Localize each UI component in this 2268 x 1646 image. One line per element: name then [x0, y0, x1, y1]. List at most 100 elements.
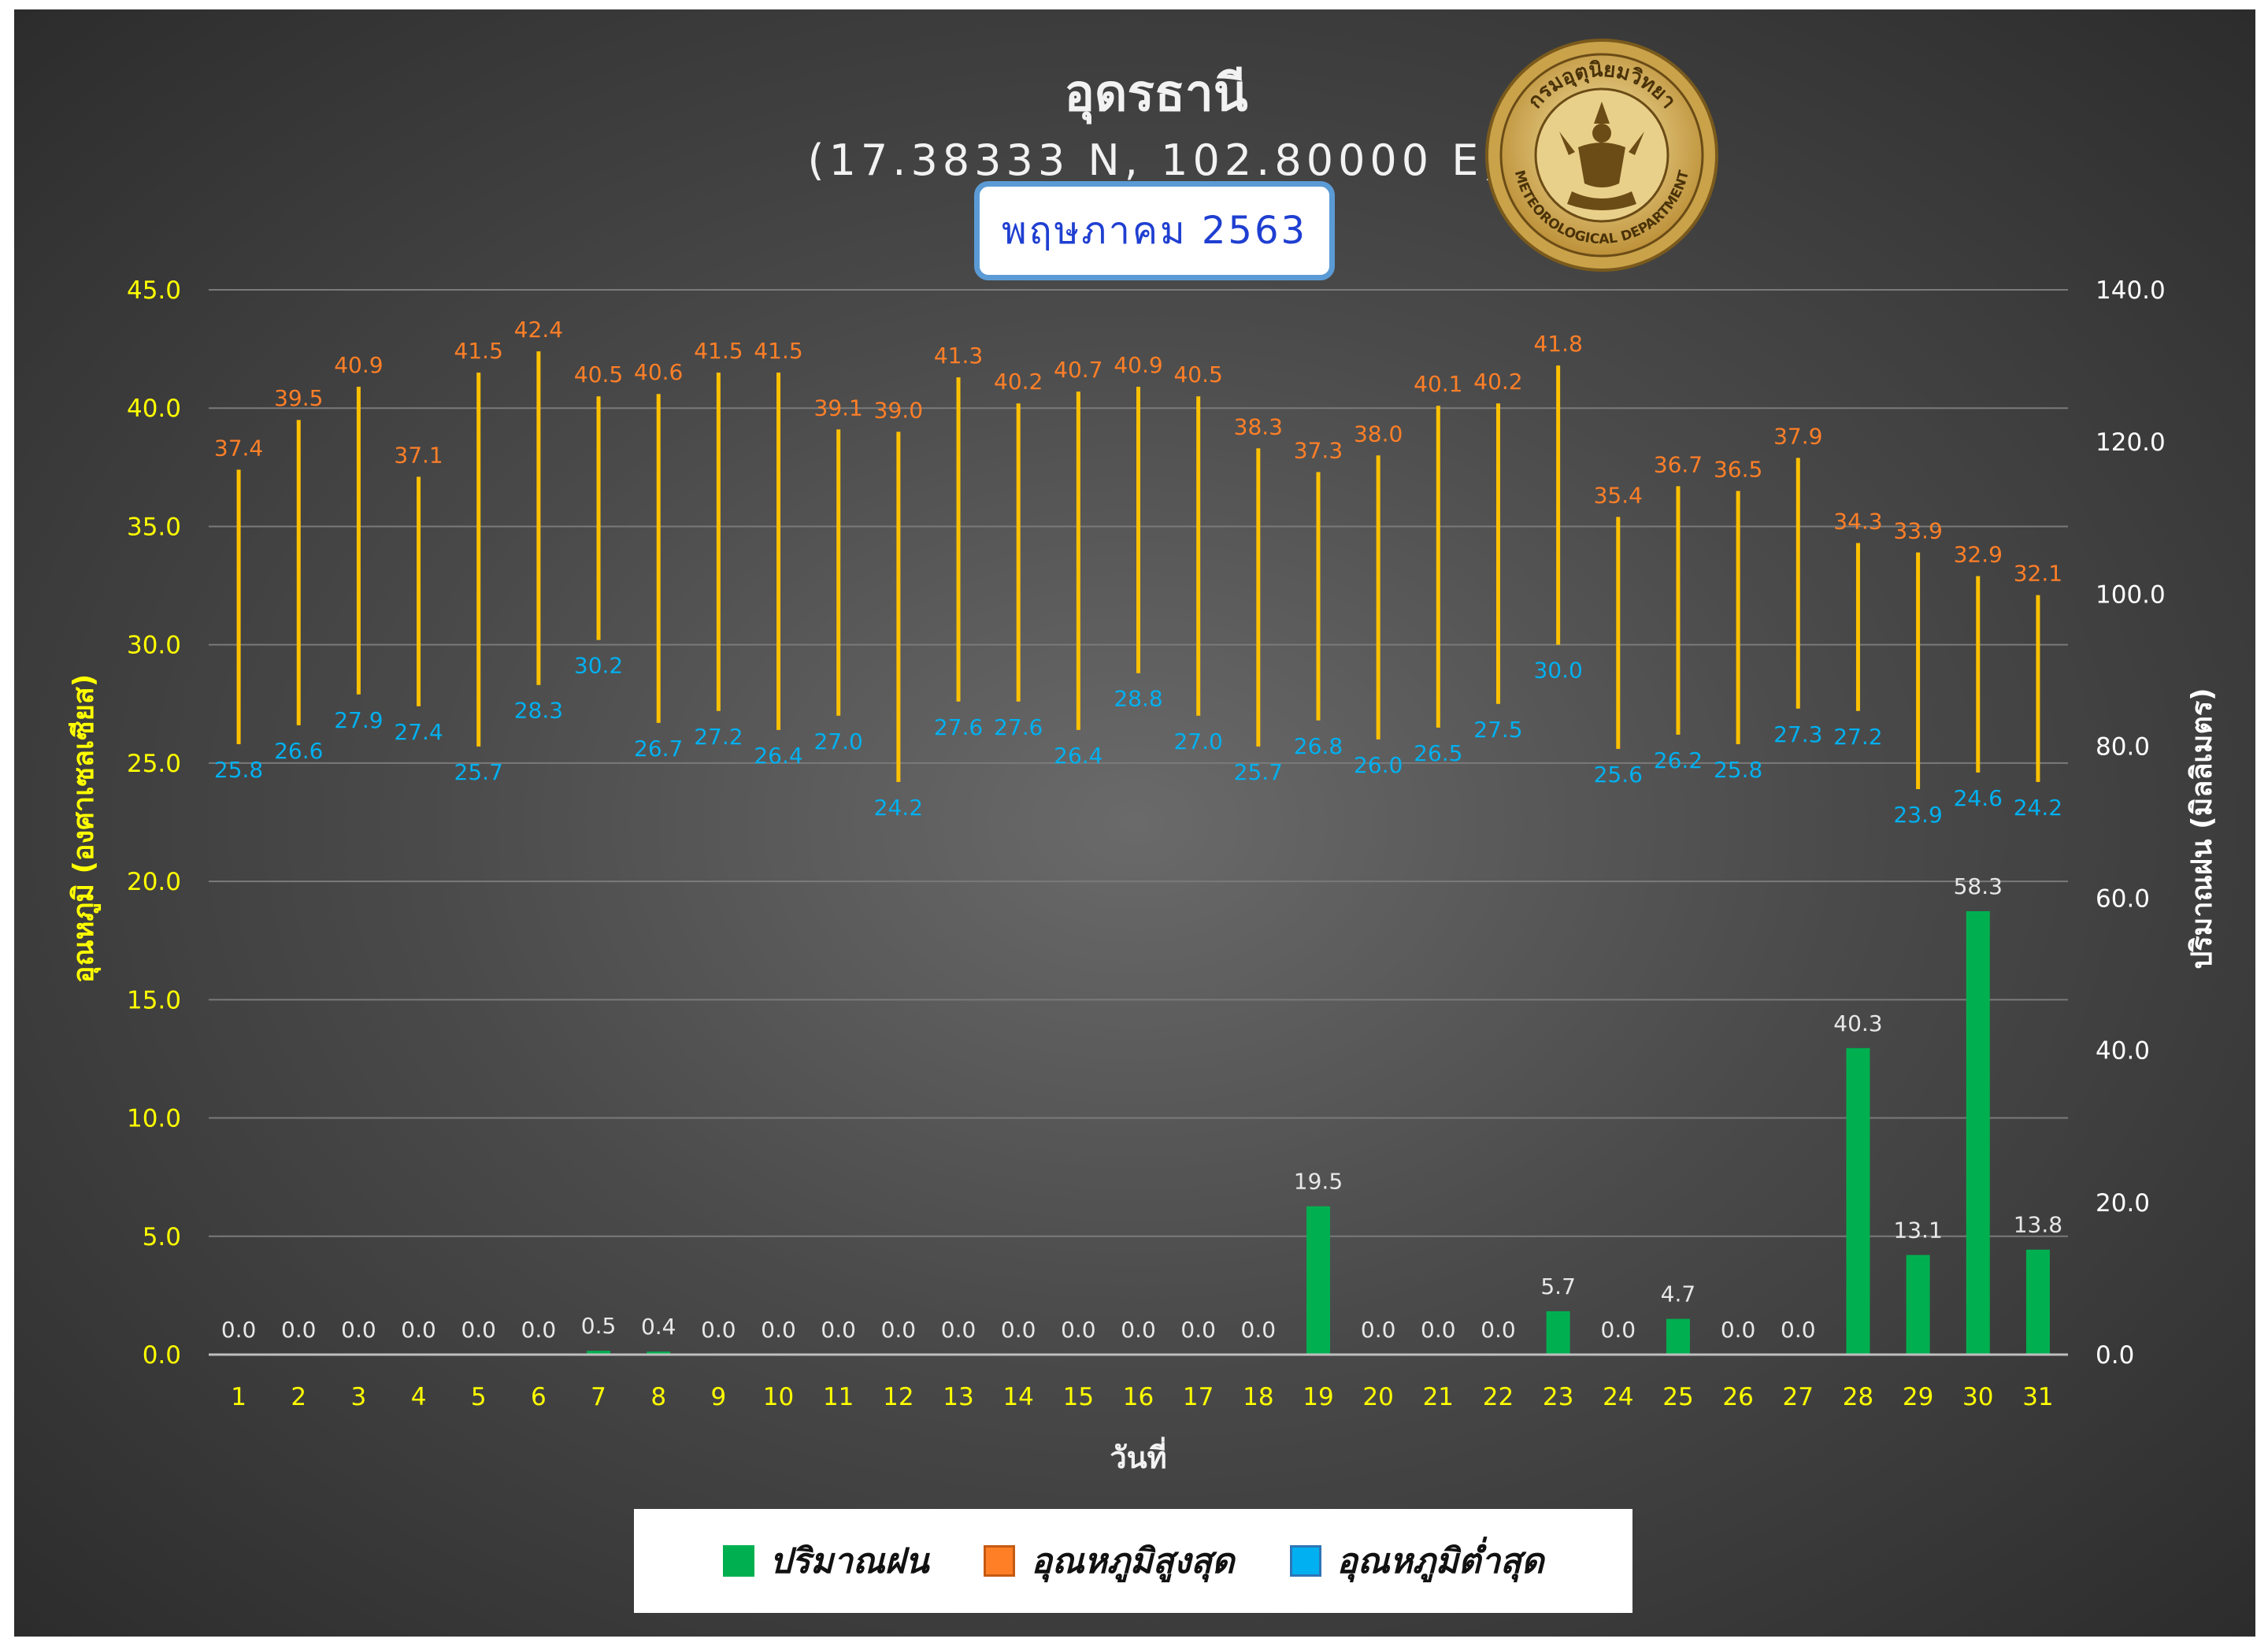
x-tick-label: 4: [411, 1383, 427, 1411]
rain-bar: [2025, 1249, 2050, 1355]
tmax-value-label: 40.2: [994, 369, 1043, 395]
rain-value-label: 0.0: [821, 1317, 856, 1343]
rain-value-label: 13.8: [2014, 1212, 2062, 1238]
tmax-value-label: 38.3: [1234, 413, 1283, 439]
tmin-value-label: 30.0: [1533, 658, 1582, 684]
rain-value-label: 40.3: [1833, 1010, 1882, 1036]
x-tick-label: 19: [1303, 1383, 1333, 1411]
tmax-value-label: 39.1: [814, 395, 863, 421]
x-axis-title: วันที่: [1110, 1437, 1166, 1475]
rain-value-label: 0.0: [1121, 1317, 1156, 1343]
tmin-value-label: 24.2: [2014, 795, 2062, 821]
rain-value-label: 0.0: [1781, 1317, 1816, 1343]
tmax-value-label: 40.9: [1114, 352, 1162, 378]
tmax-value-label: 40.7: [1054, 357, 1102, 383]
rain-value-label: 0.0: [1421, 1317, 1456, 1343]
tmax-value-label: 35.4: [1594, 482, 1643, 508]
tmin-value-label: 27.0: [1173, 728, 1222, 754]
x-tick-label: 3: [351, 1383, 367, 1411]
tmin-value-label: 27.2: [694, 724, 743, 750]
x-tick-label: 18: [1243, 1383, 1273, 1411]
legend-label-tmin: อุณหภูมิต่ำสุด: [1336, 1541, 1544, 1581]
legend-swatch-rain: [722, 1545, 754, 1577]
y-tick-label: 45.0: [127, 276, 181, 305]
tmin-value-label: 26.4: [754, 743, 802, 769]
x-tick-label: 29: [1903, 1383, 1933, 1411]
y-right-tick-label: 60.0: [2096, 885, 2150, 914]
rain-value-label: 0.0: [221, 1317, 257, 1343]
y-right-tick-label: 20.0: [2096, 1189, 2150, 1218]
tmax-value-label: 40.2: [1473, 369, 1522, 395]
station-coordinates: (17.38333 N, 102.80000 E): [807, 135, 1505, 185]
tmin-value-label: 25.6: [1594, 762, 1643, 788]
rain-value-label: 0.5: [581, 1313, 617, 1339]
rain-value-label: 0.0: [1601, 1317, 1636, 1343]
rain-value-label: 0.0: [401, 1317, 436, 1343]
chart-panel: 0.0 0.0 0.0 0.0 0.0 0.0 0.5 0.4 0.0 0.0 0.0 0.0 0.0 0…: [14, 9, 2255, 1637]
tmin-value-label: 26.7: [634, 736, 683, 762]
rain-value-label: 0.0: [941, 1317, 976, 1343]
x-tick-label: 2: [291, 1383, 306, 1411]
x-tick-label: 26: [1722, 1383, 1753, 1411]
x-tick-label: 23: [1543, 1383, 1573, 1411]
rain-value-label: 0.0: [281, 1317, 317, 1343]
y-tick-label: 20.0: [127, 868, 181, 896]
rain-value-label: 0.0: [1061, 1317, 1096, 1343]
rain-bar: [1546, 1310, 1570, 1355]
rain-value-label: 5.7: [1540, 1273, 1576, 1299]
y-tick-label: 10.0: [127, 1105, 181, 1133]
rain-value-label: 19.5: [1294, 1169, 1343, 1195]
y-tick-label: 0.0: [143, 1341, 181, 1370]
weather-chart: 0.0 0.0 0.0 0.0 0.0 0.0 0.5 0.4 0.0 0.0 0.0 0.0 0.0 0…: [68, 276, 2218, 1475]
tmax-value-label: 37.1: [394, 442, 443, 468]
tmax-value-label: 33.9: [1893, 517, 1942, 543]
rain-value-label: 0.4: [641, 1314, 676, 1340]
tmin-value-label: 25.8: [214, 757, 263, 783]
x-tick-label: 17: [1183, 1383, 1214, 1411]
y-tick-label: 25.0: [127, 750, 181, 778]
tmax-value-label: 37.3: [1294, 437, 1343, 463]
tmin-value-label: 26.5: [1414, 740, 1462, 766]
x-tick-label: 25: [1662, 1383, 1693, 1411]
y-tick-label: 40.0: [127, 395, 181, 423]
month-badge: พฤษภาคม 2563: [974, 181, 1335, 280]
rain-bar: [647, 1351, 671, 1355]
tmax-value-label: 36.5: [1714, 456, 1762, 482]
tmax-value-label: 39.5: [274, 385, 323, 411]
tmin-value-label: 27.6: [994, 714, 1043, 740]
legend-swatch-tmin: [1289, 1545, 1321, 1577]
tmin-value-label: 25.7: [454, 759, 503, 785]
rain-bar: [1306, 1206, 1330, 1355]
tmax-value-label: 42.4: [514, 317, 563, 343]
x-tick-label: 14: [1002, 1383, 1033, 1411]
tmin-value-label: 24.6: [1954, 785, 2003, 811]
x-tick-label: 22: [1483, 1383, 1514, 1411]
tmax-value-label: 41.5: [454, 338, 503, 364]
y-right-tick-label: 100.0: [2096, 580, 2166, 609]
tmin-value-label: 26.4: [1054, 743, 1102, 769]
x-tick-label: 9: [711, 1383, 727, 1411]
x-tick-label: 16: [1123, 1383, 1154, 1411]
tmin-value-label: 27.2: [1833, 724, 1882, 750]
tmax-value-label: 37.4: [214, 435, 263, 461]
tmin-value-label: 24.2: [874, 795, 923, 821]
y-tick-label: 35.0: [127, 513, 181, 541]
rain-value-label: 58.3: [1954, 873, 2003, 899]
axes: 0.05.010.015.020.025.030.035.040.045.00.…: [68, 276, 2218, 1475]
rain-value-label: 0.0: [1480, 1317, 1516, 1343]
y-right-axis-title: ปริมาณฝน (มิลลิเมตร): [2186, 688, 2218, 969]
rain-value-label: 0.0: [1001, 1317, 1036, 1343]
x-tick-label: 6: [531, 1383, 547, 1411]
tmin-value-label: 26.0: [1354, 752, 1403, 778]
x-tick-label: 8: [650, 1383, 666, 1411]
tmin-value-label: 23.9: [1893, 802, 1942, 828]
x-tick-label: 30: [1962, 1383, 1993, 1411]
legend-label-tmax: อุณหภูมิสูงสุด: [1031, 1541, 1235, 1581]
tmax-value-label: 38.0: [1354, 421, 1403, 447]
tmax-value-label: 40.1: [1414, 371, 1462, 397]
tmax-value-label: 41.8: [1533, 331, 1582, 357]
x-tick-label: 12: [883, 1383, 914, 1411]
x-tick-label: 10: [763, 1383, 794, 1411]
x-tick-label: 20: [1362, 1383, 1393, 1411]
rain-value-label: 0.0: [341, 1317, 376, 1343]
